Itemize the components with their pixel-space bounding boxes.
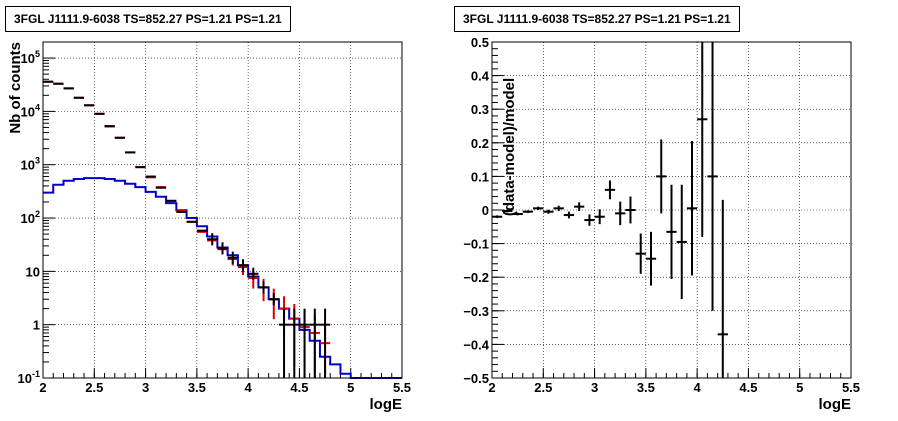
- y-tick-label: 0.2: [471, 136, 489, 151]
- y-tick-label: 0.4: [471, 69, 490, 84]
- x-tick-label: 2: [488, 380, 495, 395]
- plot-area: [43, 42, 402, 378]
- y-tick-label: −0.2: [463, 270, 489, 285]
- x-tick-label: 3.5: [188, 380, 206, 395]
- y-tick-label: −0.4: [463, 337, 489, 352]
- x-tick-label: 3: [591, 380, 598, 395]
- left-chart-title: 3FGL J1111.9-6038 TS=852.27 PS=1.21 PS=1…: [5, 6, 291, 32]
- y-tick-label: 103: [21, 156, 40, 173]
- right-panel: 3FGL J1111.9-6038 TS=852.27 PS=1.21 PS=1…: [449, 0, 898, 421]
- residuals-plot: 2 2.5 3 3.5 4 4.5 5 5.5 −0.5 −0.4 −0.3 −0.2 −0.1 0 0.1…: [463, 35, 860, 413]
- x-tick-label: 2.5: [85, 380, 103, 395]
- y-tick-label: −0.5: [463, 371, 489, 386]
- y-tick-label: 10: [26, 264, 40, 279]
- y-tick-label: 0.1: [471, 169, 489, 184]
- counts-histogram-plot: 2 2.5 3 3.5 4 4.5 5 5.5 10-1 1 10 102 103 104 105 logE N…: [7, 41, 411, 413]
- y-tick-label: 0.3: [471, 102, 489, 117]
- y-tick-label: 102: [21, 209, 40, 226]
- x-tick-label: 4: [245, 380, 253, 395]
- x-tick-label: 2: [39, 380, 46, 395]
- y-tick-label: 0: [482, 203, 489, 218]
- right-chart-title: 3FGL J1111.9-6038 TS=852.27 PS=1.21 PS=1…: [454, 6, 740, 32]
- y-tick-label: −0.3: [463, 304, 489, 319]
- x-tick-label: 4: [694, 380, 702, 395]
- y-axis-label: Nb of counts: [7, 42, 24, 134]
- y-tick-label: 1: [33, 318, 40, 333]
- x-tick-label: 4.5: [290, 380, 308, 395]
- x-tick-label: 5.5: [393, 380, 411, 395]
- x-tick-label: 3.5: [637, 380, 655, 395]
- x-tick-label: 2.5: [534, 380, 552, 395]
- plot-frame: [491, 41, 852, 379]
- model-step-line: [43, 177, 402, 379]
- y-tick-label: 0.5: [471, 35, 489, 50]
- y-tick-label: −0.1: [463, 237, 489, 252]
- x-axis-label: logE: [819, 396, 852, 413]
- y-tick-label: 104: [21, 102, 40, 119]
- x-tick-label: 5: [347, 380, 354, 395]
- x-tick-label: 4.5: [739, 380, 757, 395]
- left-panel: 3FGL J1111.9-6038 TS=852.27 PS=1.21 PS=1…: [5, 6, 411, 413]
- plot-frame: [42, 41, 403, 379]
- y-tick-label: 10-1: [18, 369, 40, 386]
- x-tick-label: 3: [142, 380, 149, 395]
- x-tick-label: 5: [796, 380, 803, 395]
- x-axis-label: logE: [370, 396, 403, 413]
- x-tick-label: 5.5: [842, 380, 860, 395]
- y-tick-label: 105: [21, 49, 40, 66]
- y-axis-label: (data-model)/model: [501, 78, 518, 216]
